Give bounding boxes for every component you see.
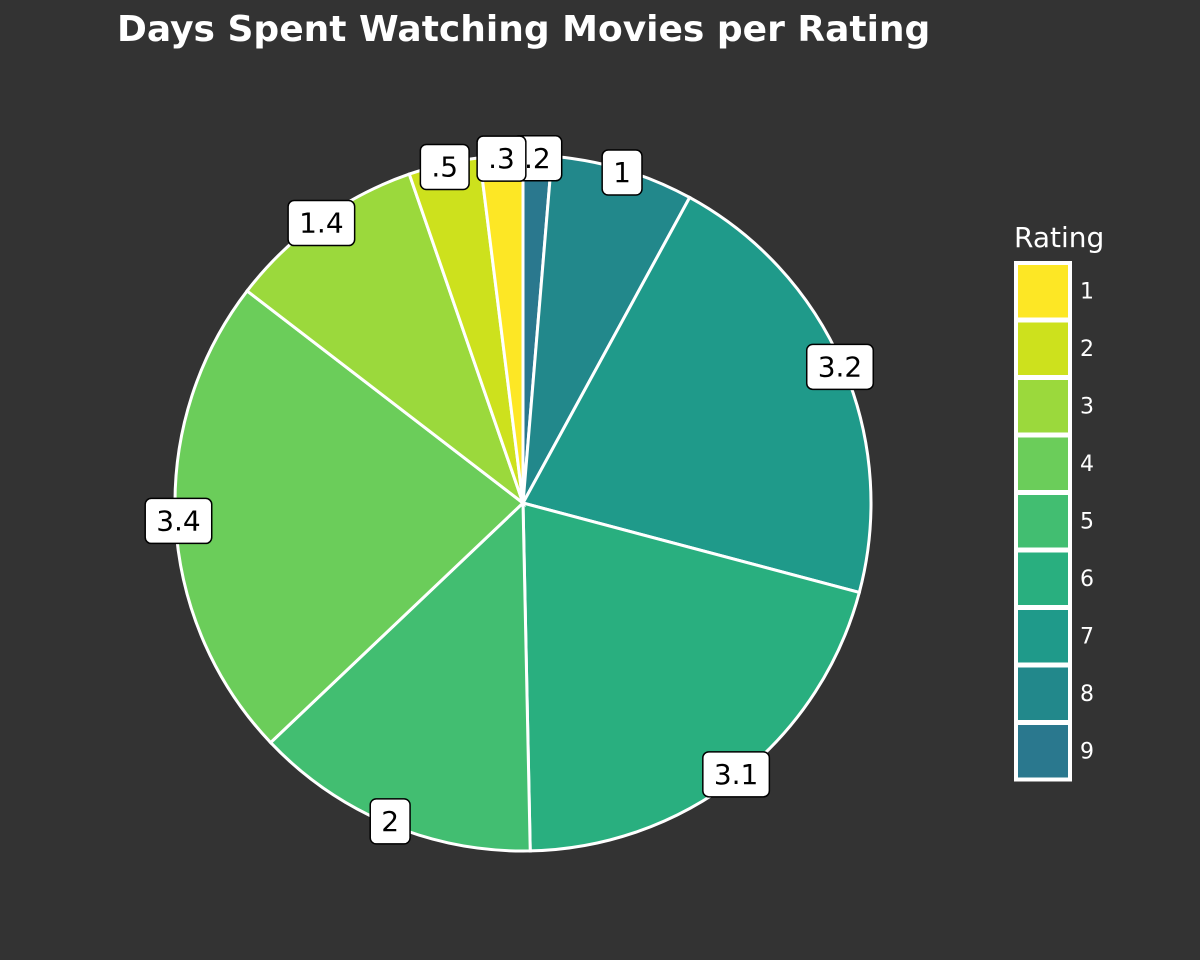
slice-label-3: 1.4 [287, 199, 356, 247]
legend-label-3: 3 [1080, 394, 1094, 419]
slice-label-text: 2 [381, 805, 399, 838]
legend-key-9 [1018, 725, 1068, 778]
slice-label-text: 1.4 [299, 207, 344, 240]
slice-label-1: .3 [476, 135, 527, 182]
slice-label-box [369, 798, 411, 845]
slice-label-5: 2 [369, 798, 411, 845]
slice-label-box [805, 343, 875, 391]
legend-label-7: 7 [1080, 624, 1094, 649]
slice-label-box [144, 497, 213, 545]
slice-label-text: 3.4 [156, 504, 201, 537]
slice-label-4: 3.4 [144, 497, 213, 545]
legend-label-6: 6 [1080, 567, 1094, 592]
legend-key-4 [1018, 437, 1068, 490]
legend-label-1: 1 [1080, 279, 1094, 304]
slice-label-text: 1 [613, 156, 631, 189]
slice-label-box [419, 143, 470, 191]
legend-label-8: 8 [1080, 682, 1094, 707]
legend-label-4: 4 [1080, 452, 1094, 477]
legend-key-2 [1018, 322, 1068, 375]
slice-label-text: 3.2 [818, 350, 863, 383]
slice-label-box [287, 199, 356, 247]
legend-key-6 [1018, 552, 1068, 605]
legend-title: Rating [1014, 221, 1104, 254]
legend-key-3 [1018, 380, 1068, 433]
legend-key-5 [1018, 495, 1068, 548]
legend-label-5: 5 [1080, 509, 1094, 534]
slice-label-7: 3.2 [805, 343, 875, 391]
legend-key-7 [1018, 610, 1068, 663]
legend: Rating 1 2 3 4 5 6 7 8 9 [1014, 221, 1104, 782]
slice-label-text: .3 [488, 142, 515, 175]
slice-label-text: 3.1 [714, 758, 759, 791]
legend-key-1 [1018, 265, 1068, 318]
slice-label-box [702, 751, 771, 798]
legend-items: 1 2 3 4 5 6 7 8 9 [1014, 261, 1094, 782]
slice-label-text: .5 [431, 150, 458, 183]
pie-slice-labels: .2 1 3.2 3.1 2 3.4 1.4 .5 .3 [144, 135, 875, 845]
legend-label-9: 9 [1080, 739, 1094, 764]
slice-label-8: 1 [601, 149, 643, 196]
chart-title: Days Spent Watching Movies per Rating [117, 9, 930, 50]
slice-label-text: .2 [524, 142, 551, 175]
legend-key-8 [1018, 667, 1068, 720]
slice-label-2: .5 [419, 143, 470, 191]
slice-label-6: 3.1 [702, 751, 771, 798]
slice-label-box [601, 149, 643, 196]
slice-label-box [476, 135, 527, 182]
legend-label-2: 2 [1080, 337, 1094, 362]
pie-slices [173, 153, 873, 853]
